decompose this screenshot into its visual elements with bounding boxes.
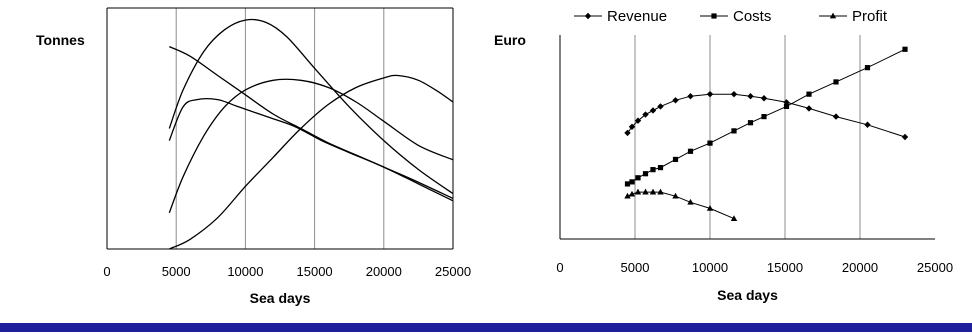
- tonnes-x-tick-label: 5000: [162, 264, 191, 279]
- tonnes-x-tick-label: 0: [103, 264, 110, 279]
- euro-costs-point: [707, 140, 713, 146]
- euro-chart: 0 5000 10000 15000 20000 25000 Euro Sea days Rev…: [494, 8, 953, 303]
- euro-x-tick-label: 20000: [842, 260, 878, 275]
- tonnes-series-curve-4: [168, 98, 454, 202]
- euro-x-tick-label: 0: [556, 260, 563, 275]
- euro-costs-point: [833, 79, 839, 85]
- euro-y-axis-label: Euro: [494, 32, 526, 48]
- euro-profit-point: [657, 188, 664, 195]
- euro-costs-point: [642, 171, 649, 177]
- euro-series-profit-line: [627, 191, 735, 220]
- euro-profit-point: [624, 192, 631, 199]
- euro-costs-point: [629, 179, 635, 185]
- tonnes-x-tick-label: 10000: [227, 264, 263, 279]
- euro-revenue-point: [730, 90, 738, 98]
- euro-profit-point: [634, 188, 642, 195]
- euro-costs-point: [783, 103, 790, 109]
- tonnes-x-tick-label: 15000: [297, 264, 333, 279]
- tonnes-x-tick-label: 20000: [366, 264, 402, 279]
- legend-marker-profit: [829, 12, 837, 19]
- legend-marker-costs: [711, 13, 717, 19]
- euro-profit-point: [649, 188, 657, 195]
- euro-costs-point: [731, 128, 737, 134]
- tonnes-series-curve-5: [169, 74, 454, 250]
- euro-revenue-point: [634, 117, 642, 124]
- euro-profit-point: [642, 188, 649, 195]
- tonnes-series-curve-3: [168, 78, 454, 214]
- euro-costs-point: [624, 181, 631, 187]
- euro-revenue-point: [901, 133, 909, 141]
- bottom-bar: [0, 323, 972, 332]
- tonnes-series-curve-1: [168, 18, 454, 195]
- euro-costs-point: [657, 165, 664, 171]
- euro-revenue-point: [747, 93, 754, 100]
- euro-costs-point: [902, 46, 908, 52]
- euro-revenue-point: [628, 123, 636, 130]
- tonnes-x-axis-label: Sea days: [250, 290, 311, 306]
- euro-profit-point: [672, 192, 679, 199]
- euro-revenue-point: [706, 90, 714, 98]
- euro-costs-point: [806, 91, 812, 97]
- euro-legend: Revenue Costs Profit: [574, 8, 888, 25]
- euro-revenue-point: [687, 93, 694, 100]
- legend-marker-revenue: [584, 12, 592, 20]
- euro-revenue-point: [624, 129, 631, 137]
- euro-costs-point: [747, 120, 754, 126]
- euro-revenue-point: [657, 103, 664, 110]
- euro-costs-point: [864, 65, 871, 71]
- euro-x-tick-label: 5000: [621, 260, 650, 275]
- legend-label-revenue: Revenue: [607, 8, 667, 25]
- euro-revenue-point: [672, 97, 679, 104]
- euro-x-tick-label: 25000: [917, 260, 953, 275]
- euro-revenue-point: [760, 95, 768, 102]
- tonnes-y-axis-label: Tonnes: [36, 32, 85, 48]
- tonnes-chart: 0 5000 10000 15000 20000 25000 Tonnes Sea days: [36, 7, 471, 306]
- euro-revenue-point: [642, 111, 649, 118]
- legend-label-costs: Costs: [733, 8, 771, 25]
- euro-revenue-point: [649, 107, 657, 114]
- legend-label-profit: Profit: [852, 8, 888, 25]
- euro-costs-point: [672, 156, 679, 163]
- euro-revenue-point: [805, 105, 813, 112]
- euro-revenue-point: [832, 113, 840, 120]
- euro-x-tick-label: 15000: [767, 260, 803, 275]
- euro-revenue-point: [864, 121, 871, 128]
- euro-profit-point: [730, 215, 738, 221]
- euro-x-axis-label: Sea days: [717, 287, 778, 303]
- euro-profit-point: [628, 190, 636, 197]
- tonnes-x-tick-label: 25000: [435, 264, 471, 279]
- euro-x-tick-label: 10000: [692, 260, 728, 275]
- euro-costs-point: [761, 114, 767, 120]
- euro-profit-point: [706, 205, 714, 211]
- euro-costs-point: [635, 175, 641, 181]
- euro-profit-point: [687, 198, 694, 205]
- euro-costs-point: [650, 167, 656, 173]
- euro-costs-point: [687, 148, 694, 154]
